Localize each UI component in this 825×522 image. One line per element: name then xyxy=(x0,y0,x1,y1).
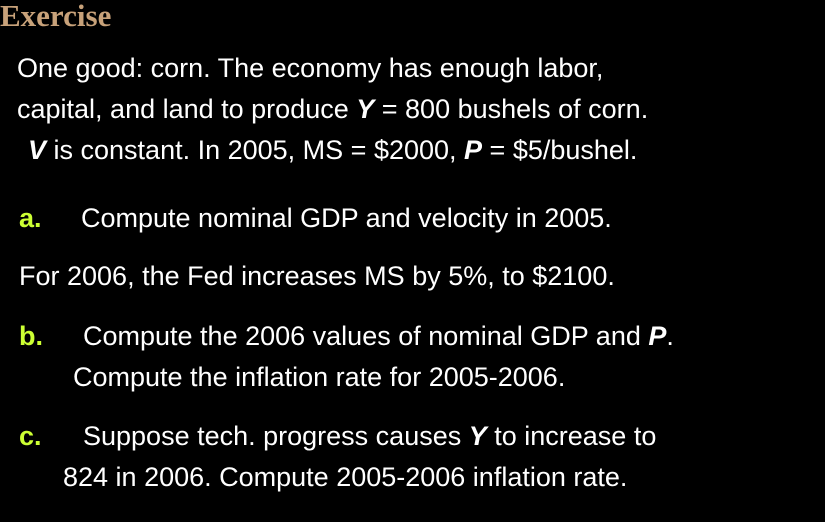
item-c-line-1: c. Suppose tech. progress causes Y to inc… xyxy=(19,420,656,452)
intro-line-3-post: = $5/bushel. xyxy=(482,135,638,165)
item-c-line-1-post: to increase to xyxy=(486,421,657,451)
intro-line-1: One good: corn. The economy has enough l… xyxy=(17,52,603,84)
intro-line-1-text: One good: corn. The economy has enough l… xyxy=(17,53,604,83)
item-a-marker: a. xyxy=(19,203,42,233)
item-c-line-2-text: 824 in 2006. Compute 2005-2006 inflation… xyxy=(63,462,628,492)
variable-y: Y xyxy=(468,421,487,451)
item-b-line-2: Compute the inflation rate for 2005-2006… xyxy=(73,361,565,393)
variable-v: V xyxy=(28,135,47,165)
intro-line-2-pre: capital, and land to produce xyxy=(17,94,357,124)
item-b-marker: b. xyxy=(19,321,43,351)
intro-line-3: V is constant. In 2005, MS = $2000, P = … xyxy=(28,134,637,166)
item-b-line-1: b. Compute the 2006 values of nominal GDP… xyxy=(19,320,674,352)
item-b-line-1-pre: Compute the 2006 values of nominal GDP a… xyxy=(83,321,649,351)
fed-note-text: For 2006, the Fed increases MS by 5%, to… xyxy=(19,261,615,291)
intro-line-3-mid: is constant. In 2005, MS = $2000, xyxy=(46,135,465,165)
item-c-marker: c. xyxy=(19,421,42,451)
item-a-text: Compute nominal GDP and velocity in 2005… xyxy=(81,203,612,233)
intro-line-2: capital, and land to produce Y = 800 bus… xyxy=(17,93,648,125)
slide-title: Exercise xyxy=(0,0,112,33)
item-a: a. Compute nominal GDP and velocity in 20… xyxy=(19,202,612,234)
intro-line-2-post: = 800 bushels of corn. xyxy=(374,94,649,124)
variable-p: P xyxy=(464,135,483,165)
fed-note: For 2006, the Fed increases MS by 5%, to… xyxy=(19,260,615,292)
item-c-line-1-pre: Suppose tech. progress causes xyxy=(83,421,469,451)
item-c-line-2: 824 in 2006. Compute 2005-2006 inflation… xyxy=(63,461,627,493)
variable-y: Y xyxy=(356,94,375,124)
item-b-line-1-post: . xyxy=(666,321,674,351)
variable-p: P xyxy=(648,321,667,351)
item-b-line-2-text: Compute the inflation rate for 2005-2006… xyxy=(73,362,566,392)
